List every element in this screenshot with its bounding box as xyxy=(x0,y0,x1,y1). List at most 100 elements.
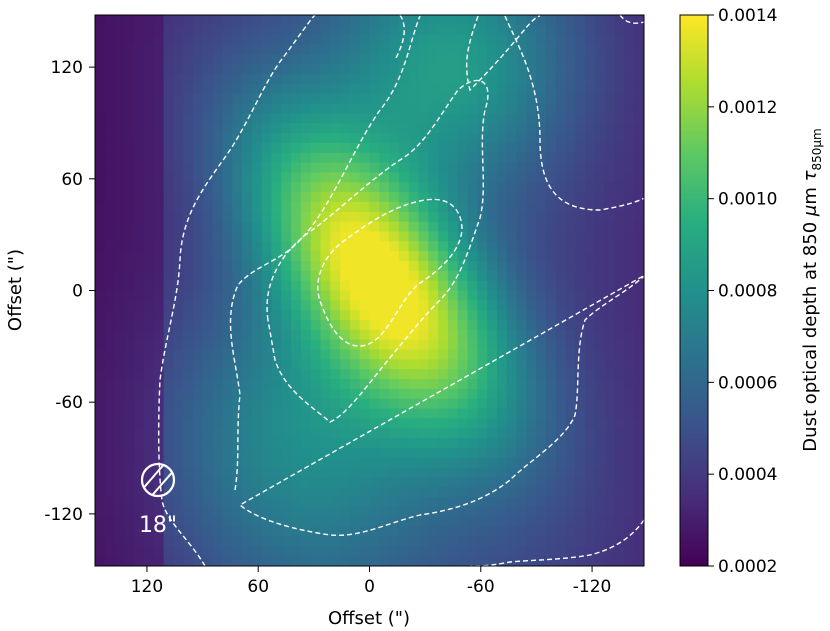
heatmap-cell xyxy=(379,270,390,282)
heatmap-cell xyxy=(349,201,361,213)
heatmap-cell xyxy=(585,497,596,508)
heatmap-cell xyxy=(340,113,351,124)
heatmap-cell xyxy=(114,142,126,154)
heatmap xyxy=(95,15,644,566)
heatmap-cell xyxy=(389,428,400,439)
heatmap-cell xyxy=(418,290,429,301)
heatmap-cell xyxy=(349,536,361,547)
heatmap-cell xyxy=(202,369,214,380)
heatmap-cell xyxy=(575,221,586,233)
heatmap-cell xyxy=(457,241,469,252)
heatmap-cell xyxy=(545,24,557,36)
heatmap-cell xyxy=(183,379,194,390)
heatmap-cell xyxy=(349,290,361,301)
heatmap-cell xyxy=(634,211,644,223)
heatmap-cell xyxy=(310,506,322,518)
heatmap-cell xyxy=(242,83,253,95)
heatmap-cell xyxy=(271,152,282,164)
heatmap-cell xyxy=(418,428,429,439)
heatmap-cell xyxy=(271,113,282,124)
heatmap-cell xyxy=(428,408,439,420)
heatmap-cell xyxy=(124,270,135,282)
heatmap-cell xyxy=(251,300,263,311)
heatmap-cell xyxy=(222,418,233,429)
heatmap-cell xyxy=(467,290,478,301)
heatmap-cell xyxy=(291,260,302,272)
heatmap-cell xyxy=(340,34,351,46)
heatmap-cell xyxy=(389,418,400,429)
heatmap-cell xyxy=(349,320,361,331)
heatmap-cell xyxy=(193,34,204,46)
heatmap-cell xyxy=(467,162,478,174)
heatmap-cell xyxy=(369,359,380,370)
heatmap-cell xyxy=(526,379,537,390)
heatmap-cell xyxy=(202,536,214,547)
heatmap-cell xyxy=(173,251,184,262)
heatmap-cell xyxy=(202,152,214,164)
heatmap-cell xyxy=(349,74,361,85)
heatmap-cell xyxy=(193,231,204,242)
heatmap-cell xyxy=(320,477,331,488)
heatmap-cell xyxy=(536,270,547,282)
heatmap-cell xyxy=(477,438,488,449)
heatmap-cell xyxy=(496,93,508,105)
heatmap-cell xyxy=(487,231,498,242)
heatmap-cell xyxy=(202,349,214,360)
heatmap-cell xyxy=(134,93,145,105)
heatmap-cell xyxy=(536,280,547,292)
heatmap-cell xyxy=(349,260,361,272)
heatmap-cell xyxy=(594,113,606,124)
heatmap-cell xyxy=(95,260,106,272)
heatmap-cell xyxy=(389,526,400,538)
heatmap-cell xyxy=(418,251,429,262)
heatmap-cell xyxy=(124,526,135,538)
heatmap-cell xyxy=(291,418,302,429)
heatmap-cell xyxy=(251,142,263,154)
heatmap-cell xyxy=(624,44,635,55)
heatmap-cell xyxy=(349,172,361,183)
heatmap-cell xyxy=(594,398,606,410)
heatmap-cell xyxy=(251,447,263,459)
heatmap-cell xyxy=(320,123,331,134)
heatmap-cell xyxy=(487,359,498,370)
heatmap-cell xyxy=(447,54,459,65)
heatmap-cell xyxy=(506,477,518,488)
heatmap-cell xyxy=(487,280,498,292)
heatmap-cell xyxy=(153,172,165,183)
heatmap-cell xyxy=(555,428,567,439)
heatmap-cell xyxy=(95,408,106,420)
heatmap-cell xyxy=(183,546,194,557)
heatmap-cell xyxy=(614,241,625,252)
heatmap-cell xyxy=(202,388,214,400)
heatmap-cell xyxy=(134,123,145,134)
heatmap-cell xyxy=(565,497,576,508)
heatmap-cell xyxy=(496,103,508,114)
heatmap-cell xyxy=(428,339,439,351)
heatmap-cell xyxy=(575,408,586,420)
heatmap-cell xyxy=(261,329,273,341)
heatmap-cell xyxy=(506,398,518,410)
heatmap-cell xyxy=(222,103,233,114)
heatmap-cell xyxy=(330,506,341,518)
heatmap-cell xyxy=(212,133,224,144)
heatmap-cell xyxy=(242,103,253,114)
heatmap-cell xyxy=(467,418,478,429)
heatmap-cell xyxy=(163,369,175,380)
heatmap-cell xyxy=(585,418,596,429)
heatmap-cell xyxy=(212,320,224,331)
heatmap-cell xyxy=(242,487,253,498)
heatmap-cell xyxy=(114,428,126,439)
heatmap-cell xyxy=(565,123,576,134)
heatmap-cell xyxy=(261,83,273,95)
heatmap-cell xyxy=(447,221,459,233)
heatmap-cell xyxy=(506,339,518,351)
heatmap-cell xyxy=(526,54,537,65)
heatmap-cell xyxy=(261,54,273,65)
heatmap-cell xyxy=(251,172,263,183)
heatmap-cell xyxy=(114,280,126,292)
heatmap-cell xyxy=(516,93,527,105)
heatmap-cell xyxy=(506,24,518,36)
heatmap-cell xyxy=(506,15,518,26)
heatmap-cell xyxy=(447,251,459,262)
heatmap-cell xyxy=(477,457,488,469)
